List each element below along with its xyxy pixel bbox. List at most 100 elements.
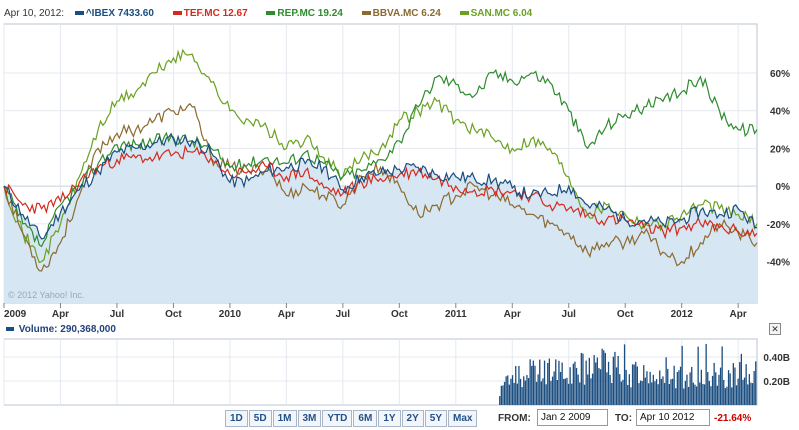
range-button-5d[interactable]: 5D (248, 410, 272, 427)
volume-bar (638, 383, 640, 405)
volume-bar (739, 362, 741, 405)
volume-bar (575, 367, 578, 405)
volume-bar (651, 382, 653, 405)
series-line-ibex (3, 132, 757, 240)
volume-bar (550, 380, 552, 405)
volume-bar (737, 378, 739, 405)
volume-bar (631, 364, 634, 405)
volume-bar (735, 385, 738, 405)
range-button-2y[interactable]: 2Y (401, 410, 424, 427)
range-button-6m[interactable]: 6M (353, 410, 378, 427)
legend-ibex[interactable]: ^IBEX 7433.60 (74, 8, 154, 19)
volume-tick-label: 0.40B (763, 353, 790, 364)
volume-bar (628, 374, 630, 405)
volume-bar (523, 376, 525, 405)
range-button-5y[interactable]: 5Y (424, 410, 448, 427)
x-tick-label: Apr (730, 309, 747, 320)
legend-tef[interactable]: TEF.MC 12.67 (172, 8, 248, 19)
volume-bar (724, 388, 726, 405)
volume-chart[interactable]: 0.40B 0.20B (0, 335, 799, 407)
volume-bar (703, 384, 706, 405)
legend-label-ibex: ^IBEX 7433.60 (85, 8, 154, 19)
volume-bar (572, 363, 574, 405)
volume-bar (540, 381, 542, 405)
volume-bar (670, 379, 672, 405)
volume-bar (719, 367, 722, 405)
range-button-1d[interactable]: 1D (225, 410, 248, 427)
volume-bar (603, 350, 605, 405)
volume-bar (675, 388, 677, 405)
volume-bar (676, 372, 678, 405)
volume-bar (695, 386, 698, 405)
to-label: TO: (615, 413, 633, 424)
volume-bar (535, 381, 538, 405)
volume-bar (647, 383, 650, 405)
y-tick-label: 0% (776, 182, 791, 193)
volume-bar (543, 360, 546, 405)
volume-bar (732, 363, 734, 405)
to-date-input[interactable]: Apr 10 2012 (636, 409, 710, 426)
x-tick-label: Oct (165, 309, 182, 320)
legend-label-tef: TEF.MC 12.67 (183, 8, 248, 19)
close-volume-icon[interactable]: ✕ (769, 323, 781, 335)
volume-bar (662, 376, 664, 405)
price-chart[interactable]: 2009 Apr Jul Oct 2010 Apr Jul Oct 2011 Apr Jul Oct 2… (0, 0, 799, 322)
volume-bar (715, 372, 717, 405)
volume-bar (607, 361, 610, 405)
volume-bar (500, 385, 502, 405)
volume-bar (734, 367, 736, 405)
from-label: FROM: (498, 413, 531, 424)
series-line-rep-mc (3, 68, 758, 248)
volume-bar (668, 384, 670, 405)
volume-bar (707, 372, 709, 405)
volume-bar (582, 353, 584, 405)
series-line-tef-mc (3, 144, 758, 240)
volume-tick-label: 0.20B (763, 377, 790, 388)
volume-bar (580, 353, 582, 405)
volume-bar (521, 387, 523, 405)
copyright-text: © 2012 Yahoo! Inc. (8, 290, 85, 300)
from-date-input[interactable]: Jan 2 2009 (537, 409, 608, 426)
range-button-ytd[interactable]: YTD (322, 410, 353, 427)
range-button-1y[interactable]: 1Y (378, 410, 401, 427)
volume-bar (625, 369, 627, 405)
volume-bar (689, 372, 691, 405)
volume-bar (623, 344, 626, 405)
volume-bar (655, 379, 658, 405)
legend-rep[interactable]: REP.MC 19.24 (266, 8, 343, 19)
volume-bar (687, 386, 690, 405)
range-button-max[interactable]: Max (448, 410, 478, 427)
range-button-3m[interactable]: 3M (297, 410, 322, 427)
volume-bar (518, 365, 520, 405)
x-tick-label: Jul (110, 309, 125, 320)
range-button-1m[interactable]: 1M (272, 410, 297, 427)
x-tick-label: 2010 (219, 309, 242, 320)
volume-bar (567, 383, 570, 405)
legend-label-bbva: BBVA.MC 6.24 (372, 8, 441, 19)
volume-bar (673, 365, 675, 405)
volume-bar (587, 374, 589, 405)
volume-bar (555, 359, 557, 405)
y-tick-label: 40% (770, 107, 790, 118)
x-tick-label: Jul (562, 309, 577, 320)
y-tick-label: -40% (767, 258, 790, 269)
volume-bar (531, 365, 533, 405)
legend-san[interactable]: SAN.MC 6.04 (459, 8, 532, 19)
volume-bar (659, 370, 661, 405)
legend-label-rep: REP.MC 19.24 (277, 8, 343, 19)
volume-bar (569, 367, 571, 405)
volume-bar (743, 377, 746, 405)
volume-bar (606, 372, 608, 405)
volume-bar (502, 385, 504, 405)
volume-bar (711, 375, 714, 405)
volume-bar (710, 386, 712, 405)
volume-bar (559, 371, 562, 405)
volume-bar (678, 370, 680, 405)
volume-bar (604, 352, 606, 405)
volume-bar (636, 366, 638, 405)
legend-bbva[interactable]: BBVA.MC 6.24 (361, 8, 441, 19)
volume-bar (614, 351, 616, 405)
volume-bar (681, 345, 683, 405)
volume-bar (598, 368, 600, 405)
volume-bar (633, 364, 635, 405)
